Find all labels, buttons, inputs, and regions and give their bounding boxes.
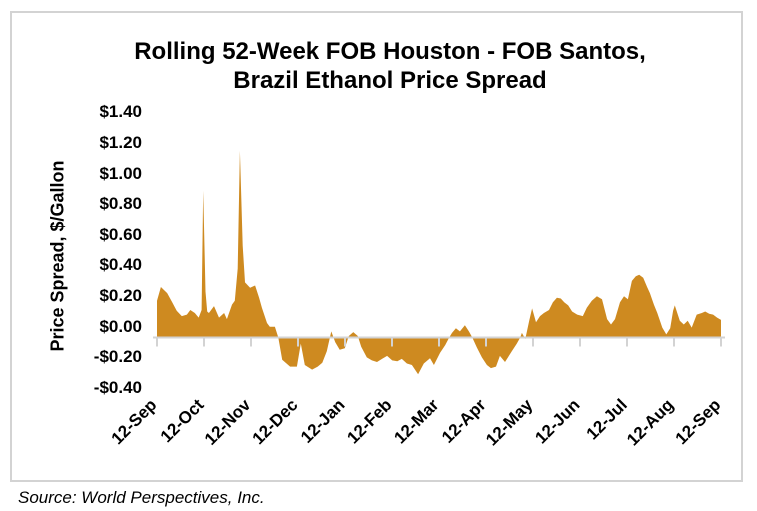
- x-tick-label: 12-Dec: [248, 395, 302, 449]
- x-tick-label: 12-Sep: [107, 395, 161, 449]
- y-tick-label: $0.20: [99, 285, 142, 305]
- x-tick-label: 12-Aug: [623, 395, 678, 450]
- source-note: Source: World Perspectives, Inc.: [18, 488, 265, 507]
- y-axis-title: Price Spread, $/Gallon: [47, 160, 68, 352]
- x-tick-label: 12-Jun: [531, 395, 584, 448]
- x-tick-label: 12-Nov: [201, 395, 255, 449]
- y-tick-label: $0.00: [99, 316, 142, 336]
- x-tick-label: 12-Oct: [156, 395, 208, 447]
- y-tick-label: -$0.20: [93, 347, 142, 367]
- chart-figure: Rolling 52-Week FOB Houston - FOB Santos…: [10, 11, 743, 482]
- chart-title: Rolling 52-Week FOB Houston - FOB Santos…: [134, 38, 646, 94]
- y-tick-label: $0.80: [99, 194, 142, 214]
- y-tick-label: $1.40: [99, 102, 142, 122]
- x-tick-label: 12-Jan: [297, 395, 349, 447]
- y-tick-label: $1.00: [99, 163, 142, 183]
- x-tick-label: 12-Mar: [390, 395, 443, 448]
- area-series: [157, 150, 721, 375]
- y-tick-label: -$0.40: [93, 377, 142, 397]
- x-tick-label: 12-Sep: [671, 395, 725, 449]
- x-tick-label: 12-Feb: [343, 395, 396, 448]
- y-tick-label: $0.60: [99, 224, 142, 244]
- y-tick-label: $1.20: [99, 132, 142, 152]
- x-tick-label: 12-Apr: [438, 395, 490, 447]
- x-tick-label: 12-May: [482, 395, 537, 450]
- y-tick-label: $0.40: [99, 255, 142, 275]
